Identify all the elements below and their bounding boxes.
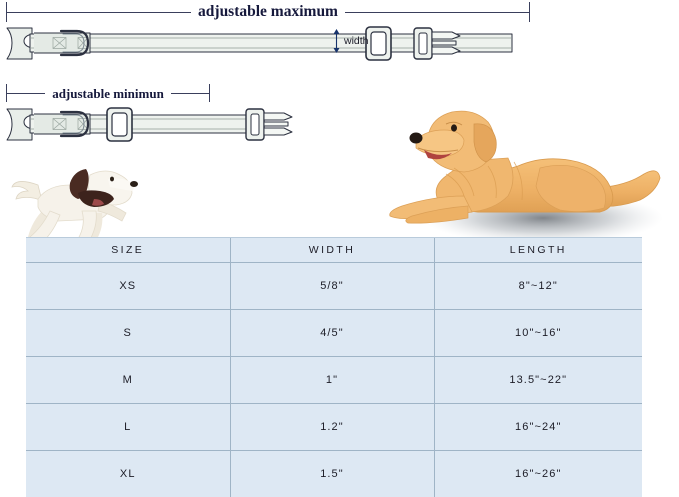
size-chart-page: adjustable maximum xyxy=(0,0,679,485)
adjustable-maximum-title: adjustable maximum xyxy=(6,2,530,22)
title-left-rule xyxy=(7,12,191,13)
table-row: S 4/5" 10"~16" xyxy=(26,310,642,357)
cell-length: 16"~24" xyxy=(434,404,642,451)
adjustable-minimum-label: adjustable minimun xyxy=(45,87,171,100)
lying-dog-icon xyxy=(368,96,670,244)
table-row: XL 1.5" 16"~26" xyxy=(26,451,642,497)
running-dog-icon xyxy=(8,155,153,250)
collar-diagram-maximum xyxy=(4,20,564,66)
cell-size: XL xyxy=(26,451,230,497)
title-min-right-cap xyxy=(209,84,210,102)
cell-length: 10"~16" xyxy=(434,310,642,357)
title-right-cap xyxy=(529,2,530,22)
column-header-size: SIZE xyxy=(26,238,230,263)
cell-size: XS xyxy=(26,263,230,310)
cell-length: 13.5"~22" xyxy=(434,357,642,404)
table-row: XS 5/8" 8"~12" xyxy=(26,263,642,310)
title-min-left-rule xyxy=(7,93,45,94)
cell-size: M xyxy=(26,357,230,404)
cell-width: 5/8" xyxy=(230,263,434,310)
cell-length: 16"~26" xyxy=(434,451,642,497)
width-callout: width xyxy=(332,29,369,53)
width-arrow-icon xyxy=(332,29,341,53)
table-row: L 1.2" 16"~24" xyxy=(26,404,642,451)
column-header-length: LENGTH xyxy=(434,238,642,263)
cell-width: 1.2" xyxy=(230,404,434,451)
cell-width: 4/5" xyxy=(230,310,434,357)
width-label: width xyxy=(344,36,369,47)
cell-size: L xyxy=(26,404,230,451)
cell-width: 1.5" xyxy=(230,451,434,497)
collar-diagram-minimum xyxy=(4,101,304,147)
size-chart-table: SIZE WIDTH LENGTH XS 5/8" 8"~12" S 4/5" … xyxy=(26,237,642,497)
table-header-row: SIZE WIDTH LENGTH xyxy=(26,238,642,263)
cell-width: 1" xyxy=(230,357,434,404)
column-header-width: WIDTH xyxy=(230,238,434,263)
title-min-right-rule xyxy=(171,93,209,94)
title-right-rule xyxy=(345,12,529,13)
cell-size: S xyxy=(26,310,230,357)
cell-length: 8"~12" xyxy=(434,263,642,310)
table-row: M 1" 13.5"~22" xyxy=(26,357,642,404)
adjustable-minimum-title: adjustable minimun xyxy=(6,84,210,102)
adjustable-maximum-label: adjustable maximum xyxy=(191,4,345,20)
